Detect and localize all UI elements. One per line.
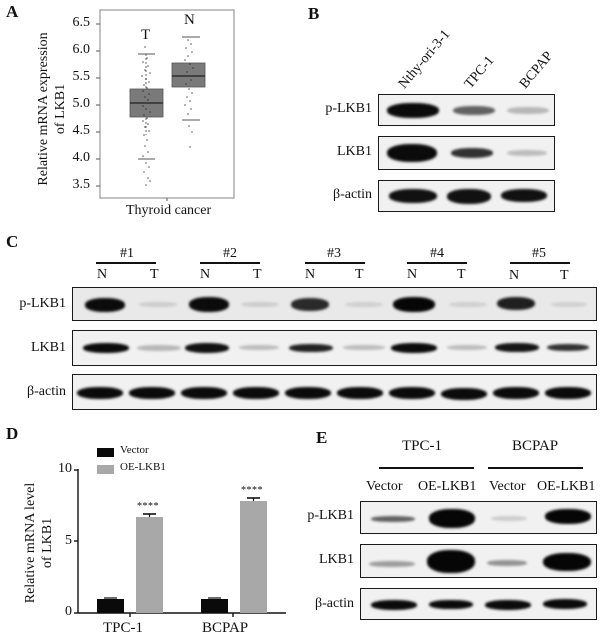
lane-label: Vector [489, 479, 526, 494]
row-label-beta-actin: β-actin [333, 187, 372, 202]
ytick: 10 [58, 461, 72, 476]
panel-e-letter: E [316, 428, 328, 447]
lane-n: N [509, 268, 520, 283]
ytick: 6.5 [72, 15, 91, 30]
sample-bracket [510, 262, 570, 264]
blot-c-p-lkb1 [72, 287, 597, 321]
panel-a-xlabel: Thyroid cancer [126, 203, 212, 218]
lane-label: OE-LKB1 [418, 479, 477, 494]
group-label-bcpap: BCPAP [512, 438, 559, 454]
blot-e-beta-actin [360, 588, 597, 620]
row-label-p-lkb1: p-LKB1 [19, 296, 66, 311]
lane-label: Vector [366, 479, 403, 494]
legend-swatch-oe [97, 465, 114, 474]
group-bracket [488, 467, 583, 469]
legend-label-vector: Vector [120, 444, 149, 456]
row-label-p-lkb1: p-LKB1 [325, 101, 372, 116]
lane-t: T [150, 267, 159, 282]
ytick: 6.0 [72, 42, 91, 57]
ytick: 4.5 [72, 123, 91, 138]
ytick: 4.0 [72, 150, 91, 165]
legend-label-oe: OE-LKB1 [120, 461, 166, 473]
blot-c-beta-actin [72, 374, 597, 410]
legend-swatch-vector [97, 448, 114, 457]
bar-tpc1-vector [97, 599, 124, 613]
lane-t: T [457, 267, 466, 282]
group-bracket [379, 467, 474, 469]
ytick: 0 [65, 604, 72, 619]
ytick: 5.5 [72, 69, 91, 84]
group-label-tpc1: TPC-1 [402, 438, 443, 454]
panel-c-letter: C [6, 232, 19, 251]
sample-label: #5 [532, 246, 546, 261]
ytick: 5.0 [72, 96, 91, 111]
row-label-lkb1: LKB1 [31, 340, 66, 355]
panel-d-bar-chart [74, 469, 286, 617]
group-label-t: T [141, 27, 151, 43]
sample-label: #3 [327, 246, 341, 261]
blot-e-lkb1 [360, 544, 597, 578]
significance-bcpap: **** [241, 485, 263, 496]
category-tpc1: TPC-1 [103, 620, 144, 636]
sample-label: #1 [120, 246, 134, 261]
jitter-points-n [184, 39, 194, 148]
panel-a-letter: A [6, 2, 19, 21]
ytick: 3.5 [72, 177, 91, 192]
blot-b-lkb1 [378, 136, 555, 170]
row-label-p-lkb1: p-LKB1 [307, 508, 354, 523]
lane-n: N [407, 267, 418, 282]
box-t [129, 53, 164, 160]
lane-label: OE-LKB1 [537, 479, 596, 494]
lane-t: T [355, 267, 364, 282]
panel-d-letter: D [6, 424, 19, 443]
sample-bracket [200, 262, 260, 264]
row-label-lkb1: LKB1 [319, 552, 354, 567]
bar-bcpap-oe [240, 501, 267, 613]
box-n [171, 36, 206, 121]
sample-bracket [305, 262, 365, 264]
ytick: 5 [65, 533, 72, 548]
sample-bracket [407, 262, 467, 264]
row-label-beta-actin: β-actin [315, 596, 354, 611]
blot-b-beta-actin [378, 180, 555, 212]
panel-b-letter: B [308, 4, 320, 23]
jitter-points-t [141, 46, 151, 186]
blot-b-p-lkb1 [378, 94, 555, 126]
lane-n: N [200, 267, 211, 282]
row-label-lkb1: LKB1 [337, 144, 372, 159]
blot-e-p-lkb1 [360, 501, 597, 534]
blot-c-lkb1 [72, 330, 597, 366]
lane-n: N [97, 267, 108, 282]
sample-label: #4 [430, 246, 444, 261]
lane-n: N [305, 267, 316, 282]
lane-t: T [253, 267, 262, 282]
sample-bracket [96, 262, 156, 264]
bar-bcpap-vector [201, 599, 228, 613]
lane-t: T [560, 268, 569, 283]
sample-label: #2 [223, 246, 237, 261]
row-label-beta-actin: β-actin [27, 384, 66, 399]
panel-a-boxplot [96, 9, 235, 201]
category-bcpap: BCPAP [202, 620, 249, 636]
bar-tpc1-oe [136, 517, 163, 613]
significance-tpc1: **** [137, 501, 159, 512]
group-label-n: N [184, 12, 195, 28]
